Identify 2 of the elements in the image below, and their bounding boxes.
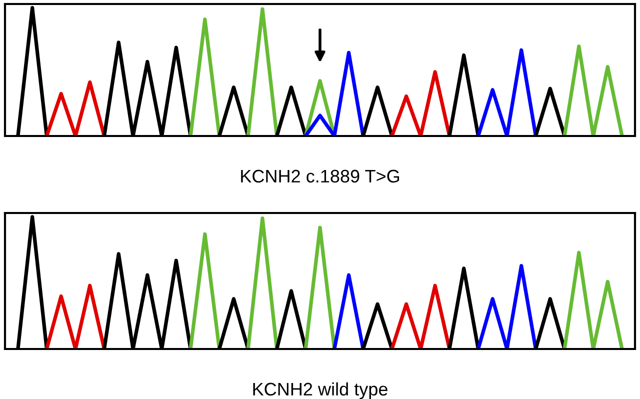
x-axis-title: KCNH2 wild type bbox=[253, 382, 388, 399]
x-axis-title: KCNH2 c.1889 T>G bbox=[241, 170, 400, 183]
